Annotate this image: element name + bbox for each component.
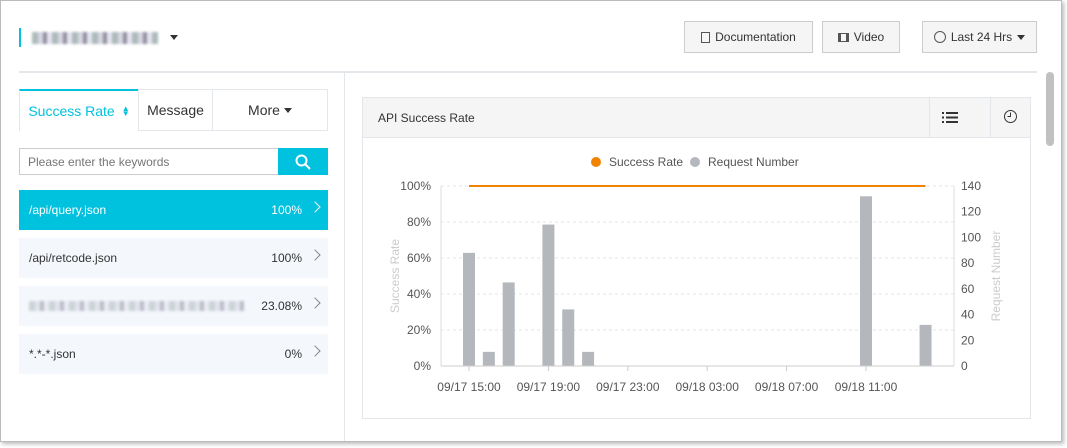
api-name-blurred <box>29 301 244 311</box>
x-tick-label: 09/18 11:00 <box>835 380 898 394</box>
tab-label: Message <box>147 102 204 118</box>
header-divider <box>19 71 1037 73</box>
legend-success-rate: Success Rate <box>609 155 683 169</box>
sort-icon: ▲ ▼ <box>121 104 130 118</box>
y-right-tick: 0 <box>961 359 968 373</box>
legend-marker-request-number <box>690 157 700 167</box>
bar-request-number <box>562 309 575 366</box>
y-right-tick: 80 <box>961 256 975 270</box>
app-selector-title-blurred[interactable] <box>32 32 158 44</box>
x-tick-label: 09/18 07:00 <box>755 380 819 394</box>
x-tick-label: 09/17 23:00 <box>596 380 660 394</box>
document-icon <box>701 31 711 43</box>
chart: Success Rate Request Number Success Rate… <box>388 155 1003 394</box>
y-right-tick: 120 <box>961 205 981 219</box>
chevron-right-icon <box>309 249 321 261</box>
bar-request-number <box>542 224 555 366</box>
bar-request-number <box>463 252 475 366</box>
y-right-label: Request Number <box>989 231 1003 322</box>
y-left-tick: 80% <box>407 215 431 229</box>
clock-icon[interactable] <box>1003 109 1018 124</box>
api-list-item[interactable]: *.*-*.json 0% <box>19 334 328 374</box>
api-rate: 100% <box>271 203 302 217</box>
film-icon <box>837 32 849 42</box>
tab-label: Success Rate <box>28 103 115 119</box>
y-left-tick: 100% <box>400 179 431 193</box>
y-right-tick: 40 <box>961 308 975 322</box>
api-list-item[interactable]: 23.08% <box>19 286 328 326</box>
y-right-tick: 100 <box>961 230 981 244</box>
x-tick-label: 09/17 19:00 <box>517 380 581 394</box>
bar-request-number <box>919 324 932 366</box>
legend-marker-success-rate <box>591 157 601 167</box>
api-rate: 23.08% <box>261 299 302 313</box>
x-tick-label: 09/17 15:00 <box>437 380 501 394</box>
search-button[interactable] <box>278 148 328 175</box>
panel-divider <box>344 73 345 441</box>
caret-down-icon <box>283 107 292 113</box>
chevron-right-icon <box>309 345 321 357</box>
y-right-tick: 60 <box>961 282 975 296</box>
time-range-label: Last 24 Hrs <box>950 30 1013 44</box>
tab-more[interactable]: More <box>212 89 328 131</box>
chevron-right-icon <box>309 201 321 213</box>
chart-card-header <box>362 97 1031 138</box>
video-label: Video <box>853 30 885 44</box>
api-rate: 100% <box>271 251 302 265</box>
header-separator <box>990 98 991 137</box>
api-rate: 0% <box>284 347 302 361</box>
panel-title: API Success Rate <box>378 111 475 125</box>
y-left-label: Success Rate <box>388 239 402 313</box>
y-left-tick: 60% <box>407 251 431 265</box>
chevron-down-icon[interactable] <box>170 35 178 40</box>
scrollbar-thumb[interactable] <box>1046 72 1054 146</box>
title-accent <box>19 28 21 47</box>
api-list-item[interactable]: /api/query.json 100% <box>19 190 328 230</box>
tab-success-rate[interactable]: Success Rate ▲ ▼ <box>19 89 139 131</box>
search-icon <box>295 154 311 170</box>
y-left-tick: 20% <box>407 323 431 337</box>
api-name: /api/retcode.json <box>29 251 118 265</box>
documentation-button[interactable]: Documentation <box>684 21 813 53</box>
api-list-item[interactable]: /api/retcode.json 100% <box>19 238 328 278</box>
legend-request-number: Request Number <box>708 155 799 169</box>
video-button[interactable]: Video <box>822 21 900 53</box>
x-tick-label: 09/18 03:00 <box>675 380 739 394</box>
chevron-right-icon <box>309 297 321 309</box>
bar-request-number <box>860 196 872 366</box>
header-separator <box>929 98 930 137</box>
y-right-tick: 140 <box>961 179 981 193</box>
tab-message[interactable]: Message <box>138 89 213 131</box>
list-icon[interactable] <box>942 111 958 124</box>
search-input[interactable] <box>19 148 279 175</box>
api-name: *.*-*.json <box>29 347 76 361</box>
bar-request-number <box>502 282 515 366</box>
y-left-tick: 0% <box>414 359 432 373</box>
bar-request-number <box>482 351 495 366</box>
y-right-tick: 20 <box>961 333 975 347</box>
documentation-label: Documentation <box>715 30 796 44</box>
api-name: /api/query.json <box>29 203 107 217</box>
tab-label: More <box>248 102 280 118</box>
y-left-tick: 40% <box>407 287 431 301</box>
bar-request-number <box>582 351 595 366</box>
clock-icon <box>933 31 946 43</box>
caret-down-icon <box>1017 34 1026 40</box>
time-range-dropdown[interactable]: Last 24 Hrs <box>922 21 1037 53</box>
